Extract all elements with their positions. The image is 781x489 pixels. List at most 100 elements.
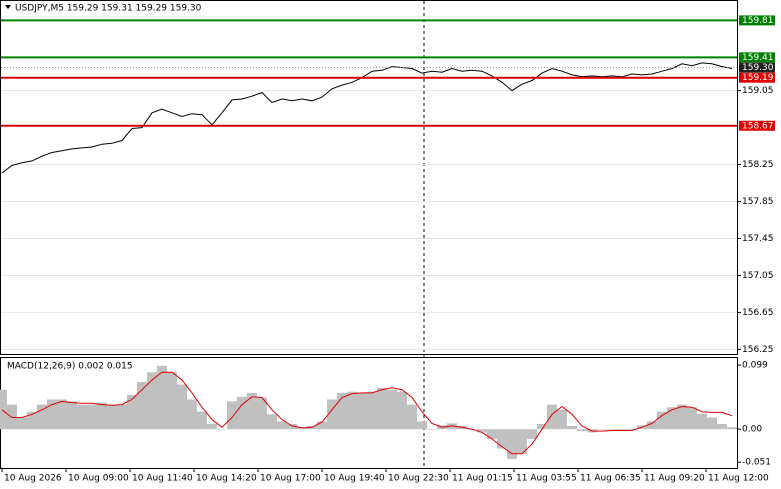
y-tick-label: 157.85: [742, 197, 774, 207]
histogram-bar: [567, 425, 577, 430]
histogram-bar: [677, 404, 687, 430]
histogram-bar: [177, 384, 187, 430]
level-label-box: [739, 52, 775, 63]
histogram-bar: [397, 391, 407, 430]
level-label-box: [739, 15, 775, 26]
x-tick-label: 10 Aug 11:40: [132, 474, 193, 484]
histogram-bar: [507, 429, 517, 459]
histogram-bar: [357, 392, 367, 430]
histogram-bar: [607, 429, 617, 430]
current-price-label: 159.30: [742, 63, 774, 73]
histogram-bar: [517, 429, 527, 454]
histogram-bar: [417, 421, 427, 430]
current-price-box: [739, 62, 775, 73]
histogram-bar: [247, 392, 257, 430]
histogram-bar: [537, 424, 547, 430]
x-tick-label: 10 Aug 14:20: [196, 474, 257, 484]
histogram-bar: [287, 424, 297, 430]
histogram-bar: [27, 411, 37, 430]
histogram-bar: [547, 404, 557, 430]
x-tick-label: 10 Aug 17:00: [260, 474, 321, 484]
histogram-bar: [237, 396, 247, 430]
histogram-bar: [37, 404, 47, 430]
x-tick-label: 11 Aug 01:15: [452, 474, 513, 484]
y-tick-label: 0.099: [742, 361, 768, 371]
histogram-bar: [0, 389, 7, 430]
histogram-bar: [87, 404, 97, 430]
histogram-bar: [557, 409, 567, 430]
histogram-bar: [257, 397, 267, 430]
x-tick-label: 10 Aug 22:30: [388, 474, 449, 484]
histogram-bar: [347, 391, 357, 430]
histogram-bar: [627, 429, 637, 431]
y-tick-label: 0.00: [742, 425, 762, 435]
price-panel: [0, 0, 738, 355]
y-tick-label: -0.051: [742, 458, 771, 468]
level-label: 158.67: [742, 121, 774, 131]
x-tick-label: 10 Aug 2026: [4, 474, 62, 484]
level-label: 159.19: [742, 73, 774, 83]
histogram-bar: [317, 421, 327, 430]
histogram-bar: [497, 429, 507, 449]
histogram-bar: [97, 402, 107, 430]
y-tick-label: 157.05: [742, 271, 774, 281]
histogram-bar: [167, 372, 177, 430]
histogram-bar: [377, 387, 387, 430]
histogram-bar: [107, 405, 117, 430]
histogram-bar: [487, 429, 497, 439]
histogram-bar: [597, 429, 607, 430]
histogram-bar: [17, 417, 27, 430]
histogram-bar: [277, 421, 287, 430]
histogram-bar: [327, 399, 337, 430]
signal-line: [1, 371, 733, 455]
histogram-bar: [657, 411, 667, 430]
level-label: 159.81: [742, 16, 774, 26]
histogram-bar: [727, 427, 737, 430]
histogram-bar: [337, 392, 347, 430]
macd-title: MACD(12,26,9) 0.002 0.015: [7, 362, 133, 372]
x-tick-label: 11 Aug 12:00: [708, 474, 769, 484]
level-label-box: [739, 72, 775, 83]
histogram-bar: [667, 407, 677, 430]
histogram-bar: [197, 411, 207, 430]
level-label: 159.41: [742, 53, 774, 63]
y-tick-label: 159.05: [742, 86, 774, 96]
histogram-bar: [187, 399, 197, 430]
histogram-bar: [477, 429, 487, 433]
chart-title: USDJPY,M5 159.29 159.31 159.29 159.30: [15, 4, 202, 14]
x-tick-label: 10 Aug 09:00: [68, 474, 129, 484]
histogram-bar: [577, 429, 587, 432]
histogram-bar: [217, 429, 227, 430]
histogram-bar: [427, 429, 437, 430]
y-tick-label: 156.65: [742, 308, 774, 318]
histogram-bar: [697, 413, 707, 430]
histogram-bar: [47, 399, 57, 430]
y-tick-label: 156.25: [742, 345, 774, 355]
histogram-bar: [157, 365, 167, 430]
histogram-bar: [367, 391, 377, 430]
x-tick-label: 11 Aug 03:55: [516, 474, 577, 484]
x-tick-label: 11 Aug 09:20: [644, 474, 705, 484]
histogram-bar: [527, 429, 537, 439]
price-line: [1, 62, 733, 174]
histogram-bar: [67, 401, 77, 430]
histogram-bar: [147, 372, 157, 430]
histogram-bar: [227, 401, 237, 430]
histogram-bar: [267, 414, 277, 430]
y-tick-label: 157.45: [742, 234, 774, 244]
histogram-bar: [717, 424, 727, 430]
level-label-box: [739, 120, 775, 131]
histogram-bar: [127, 394, 137, 430]
histogram-bar: [137, 381, 147, 430]
histogram-bar: [77, 404, 87, 430]
histogram-bar: [647, 421, 657, 430]
histogram-bar: [387, 389, 397, 430]
histogram-bar: [407, 404, 417, 430]
histogram-bar: [207, 424, 217, 430]
histogram-bar: [117, 404, 127, 430]
histogram-bar: [57, 399, 67, 430]
y-tick-label: 158.25: [742, 160, 774, 170]
histogram-bar: [687, 407, 697, 430]
x-tick-label: 10 Aug 19:40: [324, 474, 385, 484]
